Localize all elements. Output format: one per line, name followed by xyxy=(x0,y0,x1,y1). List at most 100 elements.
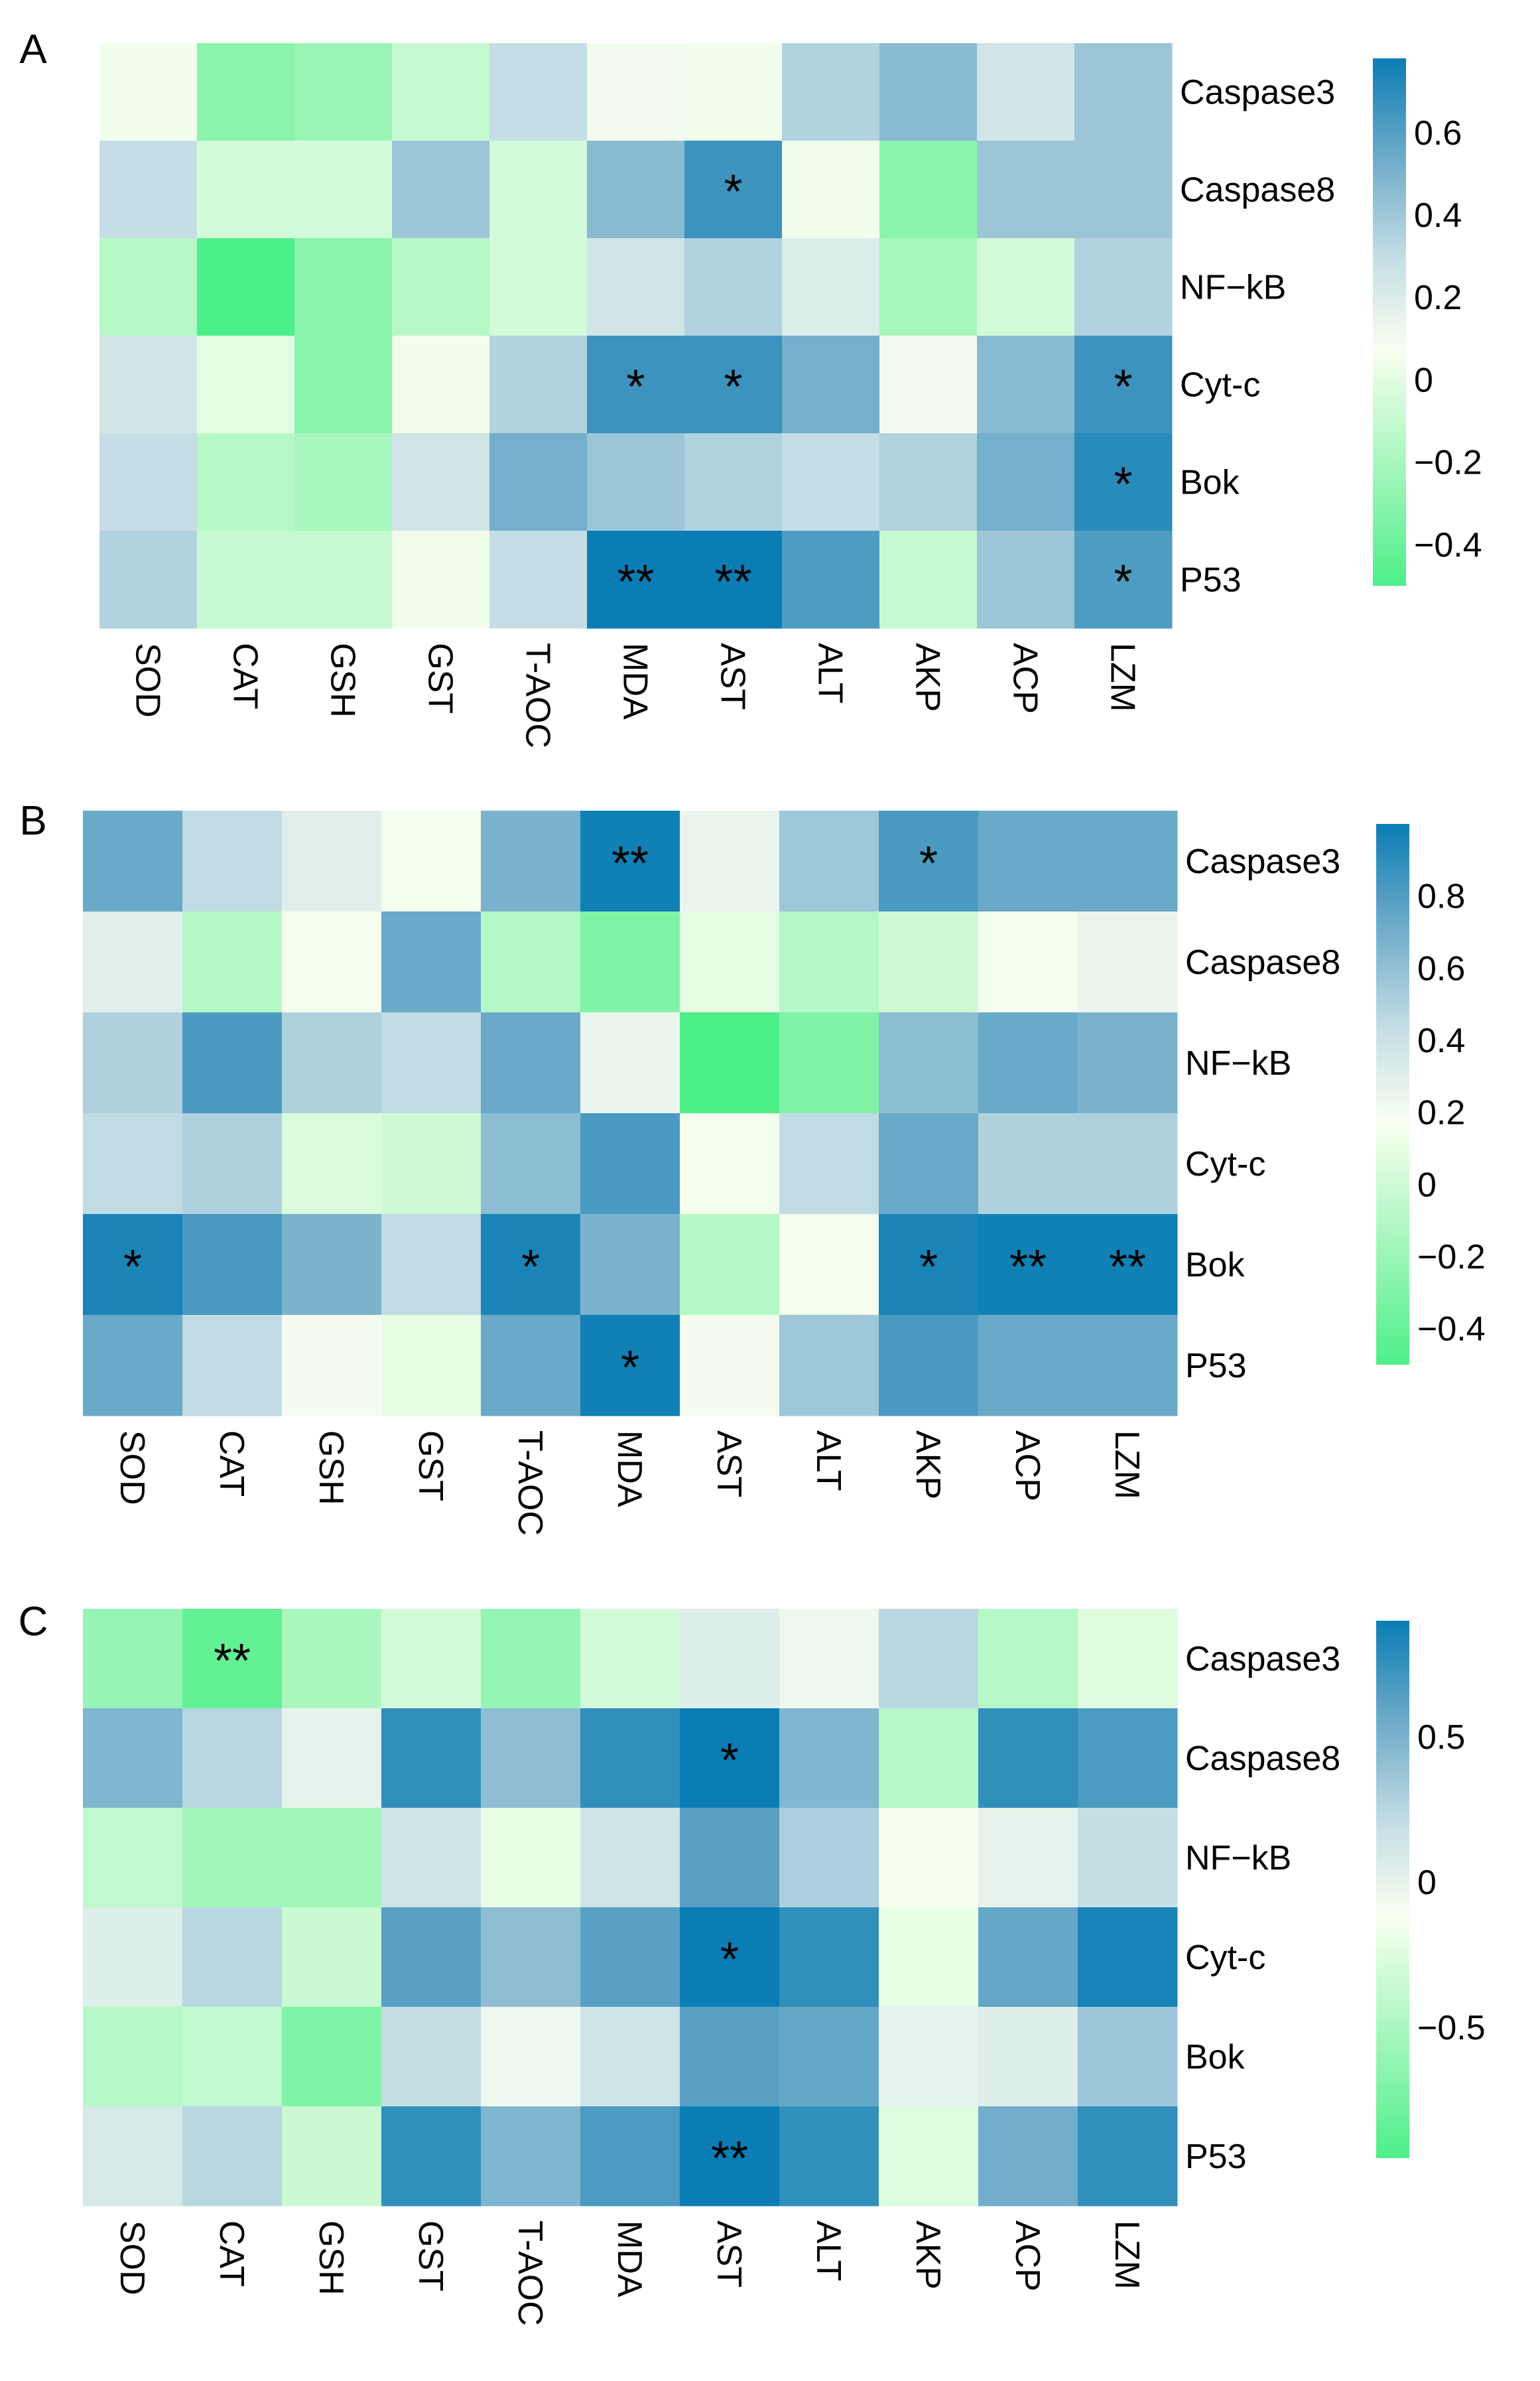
significance-mark: * xyxy=(123,1241,142,1294)
heatmap-cell xyxy=(381,1609,481,1709)
heatmap-cell xyxy=(978,1315,1078,1416)
heatmap-cell xyxy=(381,912,481,1013)
heatmap-cell xyxy=(182,1708,283,1808)
heatmap-cell xyxy=(282,1315,382,1416)
column-label: MDA xyxy=(616,643,655,720)
heatmap-cell xyxy=(680,2007,780,2107)
heatmap-cell xyxy=(680,1012,780,1114)
heatmap-cell xyxy=(580,912,680,1013)
heatmap-cell xyxy=(489,531,588,629)
heatmap-cell xyxy=(779,2007,879,2107)
heatmap-cell xyxy=(381,2007,481,2107)
heatmap-cell xyxy=(481,1012,581,1114)
significance-mark: * xyxy=(724,361,742,414)
heatmap-cell xyxy=(587,141,685,239)
heatmap-cell xyxy=(182,912,283,1013)
significance-mark: ** xyxy=(214,1635,251,1688)
heatmap-cell xyxy=(580,2106,680,2207)
heatmap-cell xyxy=(684,238,783,336)
colorbar-tick-label: −0.5 xyxy=(1417,2009,1486,2047)
heatmap-cell xyxy=(83,811,183,912)
heatmap-cell xyxy=(1078,1315,1178,1416)
heatmap-cell xyxy=(381,1315,481,1416)
significance-mark: * xyxy=(919,1241,938,1294)
heatmap-cell xyxy=(879,238,978,336)
heatmap-cell xyxy=(294,531,393,629)
heatmap-cell xyxy=(481,1315,581,1416)
heatmap-cell xyxy=(294,141,393,239)
heatmap-cell xyxy=(580,1708,680,1808)
column-label: GST xyxy=(411,2220,450,2291)
heatmap-cell xyxy=(481,1907,581,2007)
row-label: NF−kB xyxy=(1180,269,1286,307)
heatmap-cell xyxy=(1078,1012,1178,1114)
colorbar-tick-label: 0 xyxy=(1414,361,1433,399)
heatmap-cell xyxy=(282,912,382,1013)
heatmap-cell xyxy=(782,531,880,629)
heatmap-cell xyxy=(978,1609,1078,1709)
heatmap-cell xyxy=(1078,1808,1178,1908)
heatmap-cell xyxy=(779,1113,879,1215)
heatmap-cell xyxy=(978,1907,1078,2007)
heatmap-cell xyxy=(580,1113,680,1215)
heatmap-cell xyxy=(1074,531,1173,629)
heatmap-cell xyxy=(99,336,198,434)
heatmap-cell xyxy=(282,1012,382,1114)
heatmap-cell xyxy=(182,1315,283,1416)
column-label: T-AOC xyxy=(511,1430,549,1536)
row-label: P53 xyxy=(1185,1347,1247,1385)
heatmap-cell xyxy=(182,2106,283,2207)
column-label: MDA xyxy=(610,1430,649,1507)
heatmap-cell xyxy=(83,1708,183,1808)
heatmap-cell xyxy=(197,433,295,531)
significance-mark: * xyxy=(1114,556,1132,609)
colorbar-tick-label: −0.2 xyxy=(1417,1238,1486,1276)
heatmap-cell xyxy=(481,1214,581,1316)
heatmap-cell xyxy=(680,811,780,912)
heatmap-cell xyxy=(197,531,295,629)
heatmap-cell xyxy=(182,1113,283,1215)
heatmap-cell xyxy=(197,238,295,336)
heatmap-cell xyxy=(392,141,490,239)
heatmap-cell xyxy=(481,2007,581,2107)
panel-letter: A xyxy=(19,27,47,72)
heatmap-cell xyxy=(481,1708,581,1808)
heatmap-cell xyxy=(197,336,295,434)
heatmap-cell xyxy=(779,1315,879,1416)
colorbar-tick-label: 0.2 xyxy=(1414,279,1462,317)
significance-mark: ** xyxy=(1009,1241,1047,1294)
heatmap-cell xyxy=(779,912,879,1013)
heatmap-cell xyxy=(392,433,490,531)
heatmap-cell xyxy=(282,1113,382,1215)
heatmap-cell xyxy=(1074,433,1173,531)
column-label: CAT xyxy=(212,1430,251,1497)
row-label: Cyt-c xyxy=(1185,1939,1265,1977)
heatmap-cell xyxy=(282,1808,382,1908)
heatmap-cell xyxy=(779,1907,879,2007)
colorbar-tick-label: 0.6 xyxy=(1414,114,1462,153)
heatmap-cell xyxy=(587,238,685,336)
heatmap-cell xyxy=(978,1708,1078,1808)
column-label: CAT xyxy=(226,643,265,709)
significance-mark: * xyxy=(720,1933,739,1986)
heatmap-cell xyxy=(680,1609,780,1709)
panel-a: A** * **** ** *Caspase3Caspase8NF−kBCyt-cBok… xyxy=(19,27,1482,748)
significance-mark: * xyxy=(724,166,742,219)
row-label: NF−kB xyxy=(1185,1044,1291,1083)
row-label: Caspase3 xyxy=(1185,1640,1340,1678)
heatmap-cell xyxy=(1074,336,1173,434)
heatmap-cell xyxy=(879,1214,979,1316)
heatmap-cell xyxy=(381,1808,481,1908)
heatmap-cell xyxy=(879,2106,979,2207)
heatmap-cell xyxy=(381,1907,481,2007)
heatmap-cell xyxy=(580,1315,680,1416)
heatmap-cell xyxy=(381,1113,481,1215)
heatmap-cell xyxy=(182,1214,283,1316)
heatmap-cell xyxy=(99,43,198,141)
significance-mark: * xyxy=(919,837,938,890)
colorbar-tick-label: 0 xyxy=(1417,1864,1437,1902)
row-label: Caspase8 xyxy=(1185,1739,1340,1778)
heatmap-cell xyxy=(879,1315,979,1416)
heatmap-cell xyxy=(489,336,588,434)
column-label: LZM xyxy=(1104,643,1142,712)
